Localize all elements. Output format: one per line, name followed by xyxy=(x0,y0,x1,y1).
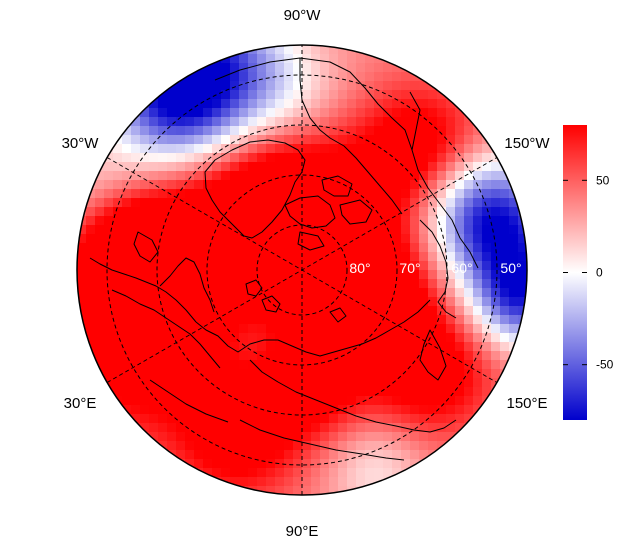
longitude-label: 30°E xyxy=(64,395,97,412)
coastline-europe xyxy=(89,231,221,369)
map-border xyxy=(76,44,528,496)
coastline-siberia xyxy=(195,299,447,381)
coastline-islands xyxy=(245,279,347,323)
colorbar-tick-label: -50 xyxy=(596,358,614,372)
colorbar-tick-label: 0 xyxy=(596,266,603,280)
latitude-label: 50° xyxy=(500,260,521,276)
longitude-label: 30°W xyxy=(62,135,100,152)
coastlines xyxy=(89,57,479,461)
graticule xyxy=(106,45,498,495)
latitude-label: 70° xyxy=(399,260,420,276)
colorbar-tick-label: 50 xyxy=(596,173,610,187)
longitude-labels: 90°W 30°W 150°W 30°E 150°E 90°E xyxy=(62,7,551,540)
longitude-label: 90°W xyxy=(284,7,322,24)
latitude-label: 80° xyxy=(349,260,370,276)
coastline-asia xyxy=(149,359,457,461)
coastline-arctic-archipelago xyxy=(284,175,373,251)
colorbar: 50 0 -50 xyxy=(563,125,614,420)
coastline-north-america xyxy=(214,57,479,269)
coastline-greenland xyxy=(204,139,306,239)
longitude-label: 150°W xyxy=(504,135,550,152)
longitude-label: 150°E xyxy=(506,395,547,412)
latitude-label: 60° xyxy=(451,260,472,276)
latitude-labels: 80° 70° 60° 50° xyxy=(349,260,521,276)
coastline-alaska xyxy=(419,219,457,319)
longitude-label: 90°E xyxy=(286,523,319,540)
